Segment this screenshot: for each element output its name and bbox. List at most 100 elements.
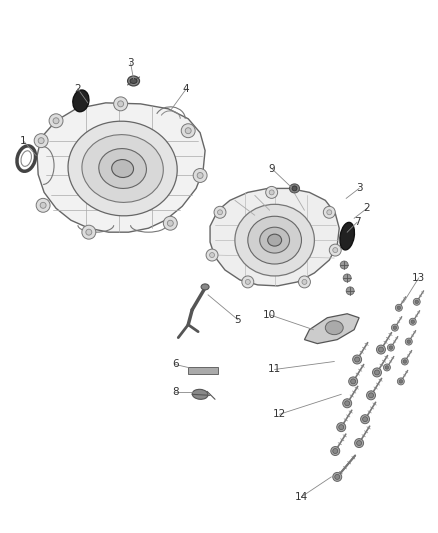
Ellipse shape bbox=[302, 279, 307, 285]
Ellipse shape bbox=[181, 124, 195, 138]
Ellipse shape bbox=[40, 203, 46, 208]
Ellipse shape bbox=[339, 425, 344, 430]
Text: 13: 13 bbox=[412, 273, 425, 283]
Ellipse shape bbox=[130, 78, 137, 84]
Ellipse shape bbox=[86, 229, 92, 235]
Ellipse shape bbox=[389, 346, 392, 349]
Ellipse shape bbox=[248, 216, 301, 264]
Ellipse shape bbox=[343, 274, 351, 282]
Ellipse shape bbox=[333, 248, 338, 253]
Ellipse shape bbox=[290, 184, 300, 193]
Text: 5: 5 bbox=[235, 314, 241, 325]
Ellipse shape bbox=[337, 423, 346, 432]
Ellipse shape bbox=[345, 401, 350, 406]
Ellipse shape bbox=[333, 472, 342, 481]
Ellipse shape bbox=[393, 326, 397, 329]
Ellipse shape bbox=[185, 128, 191, 134]
Ellipse shape bbox=[368, 393, 374, 398]
Ellipse shape bbox=[118, 101, 124, 107]
Text: 3: 3 bbox=[356, 183, 362, 193]
Ellipse shape bbox=[357, 441, 362, 446]
Ellipse shape bbox=[112, 159, 134, 177]
Text: 2: 2 bbox=[364, 203, 371, 213]
Ellipse shape bbox=[193, 168, 207, 182]
Ellipse shape bbox=[411, 320, 414, 324]
Text: 6: 6 bbox=[172, 359, 179, 369]
Ellipse shape bbox=[397, 306, 401, 310]
Text: 4: 4 bbox=[183, 84, 190, 94]
Ellipse shape bbox=[363, 417, 367, 422]
Ellipse shape bbox=[235, 204, 314, 276]
Ellipse shape bbox=[34, 134, 48, 148]
Ellipse shape bbox=[401, 358, 408, 365]
Ellipse shape bbox=[367, 391, 375, 400]
Ellipse shape bbox=[392, 324, 398, 331]
Ellipse shape bbox=[214, 206, 226, 218]
Ellipse shape bbox=[409, 318, 416, 325]
Text: 14: 14 bbox=[295, 492, 308, 502]
Ellipse shape bbox=[329, 244, 341, 256]
Ellipse shape bbox=[374, 370, 379, 375]
Ellipse shape bbox=[325, 321, 343, 335]
Ellipse shape bbox=[377, 345, 385, 354]
Ellipse shape bbox=[242, 276, 254, 288]
Ellipse shape bbox=[36, 198, 50, 212]
Polygon shape bbox=[210, 188, 339, 286]
Ellipse shape bbox=[127, 76, 140, 86]
Text: 3: 3 bbox=[127, 58, 134, 68]
Ellipse shape bbox=[385, 366, 389, 369]
Text: 8: 8 bbox=[172, 387, 179, 397]
Ellipse shape bbox=[192, 389, 208, 399]
Ellipse shape bbox=[53, 118, 59, 124]
Ellipse shape bbox=[38, 138, 44, 144]
Ellipse shape bbox=[331, 447, 340, 456]
Ellipse shape bbox=[114, 97, 127, 111]
Ellipse shape bbox=[413, 298, 420, 305]
Ellipse shape bbox=[206, 249, 218, 261]
Ellipse shape bbox=[373, 368, 381, 377]
Text: 7: 7 bbox=[354, 217, 360, 227]
Ellipse shape bbox=[383, 364, 390, 371]
Ellipse shape bbox=[49, 114, 63, 128]
Text: 1: 1 bbox=[20, 136, 27, 146]
Text: 10: 10 bbox=[263, 310, 276, 320]
Ellipse shape bbox=[343, 399, 352, 408]
Ellipse shape bbox=[351, 379, 356, 384]
Ellipse shape bbox=[99, 149, 146, 189]
Ellipse shape bbox=[167, 220, 173, 226]
Polygon shape bbox=[37, 103, 205, 232]
Ellipse shape bbox=[218, 210, 223, 215]
Ellipse shape bbox=[396, 304, 403, 311]
Ellipse shape bbox=[266, 187, 278, 198]
Ellipse shape bbox=[292, 186, 297, 191]
Ellipse shape bbox=[340, 222, 354, 250]
Ellipse shape bbox=[209, 253, 215, 257]
Text: 12: 12 bbox=[273, 409, 286, 419]
Ellipse shape bbox=[82, 135, 163, 203]
Ellipse shape bbox=[327, 210, 332, 215]
Ellipse shape bbox=[73, 90, 89, 112]
Ellipse shape bbox=[355, 439, 364, 448]
Ellipse shape bbox=[415, 300, 418, 304]
Ellipse shape bbox=[269, 190, 274, 195]
Ellipse shape bbox=[403, 360, 406, 364]
Ellipse shape bbox=[340, 261, 348, 269]
Ellipse shape bbox=[349, 377, 357, 386]
Ellipse shape bbox=[201, 284, 209, 290]
Ellipse shape bbox=[245, 279, 250, 285]
Ellipse shape bbox=[346, 287, 354, 295]
Ellipse shape bbox=[323, 206, 335, 218]
Polygon shape bbox=[304, 314, 359, 344]
Ellipse shape bbox=[21, 151, 32, 166]
Ellipse shape bbox=[68, 121, 177, 216]
Ellipse shape bbox=[378, 347, 383, 352]
Polygon shape bbox=[188, 367, 218, 375]
Ellipse shape bbox=[397, 378, 404, 385]
Ellipse shape bbox=[298, 276, 311, 288]
Text: 11: 11 bbox=[268, 365, 281, 375]
Text: 2: 2 bbox=[74, 84, 81, 94]
Ellipse shape bbox=[333, 449, 338, 454]
Ellipse shape bbox=[163, 216, 177, 230]
Ellipse shape bbox=[268, 234, 282, 246]
Ellipse shape bbox=[360, 415, 370, 424]
